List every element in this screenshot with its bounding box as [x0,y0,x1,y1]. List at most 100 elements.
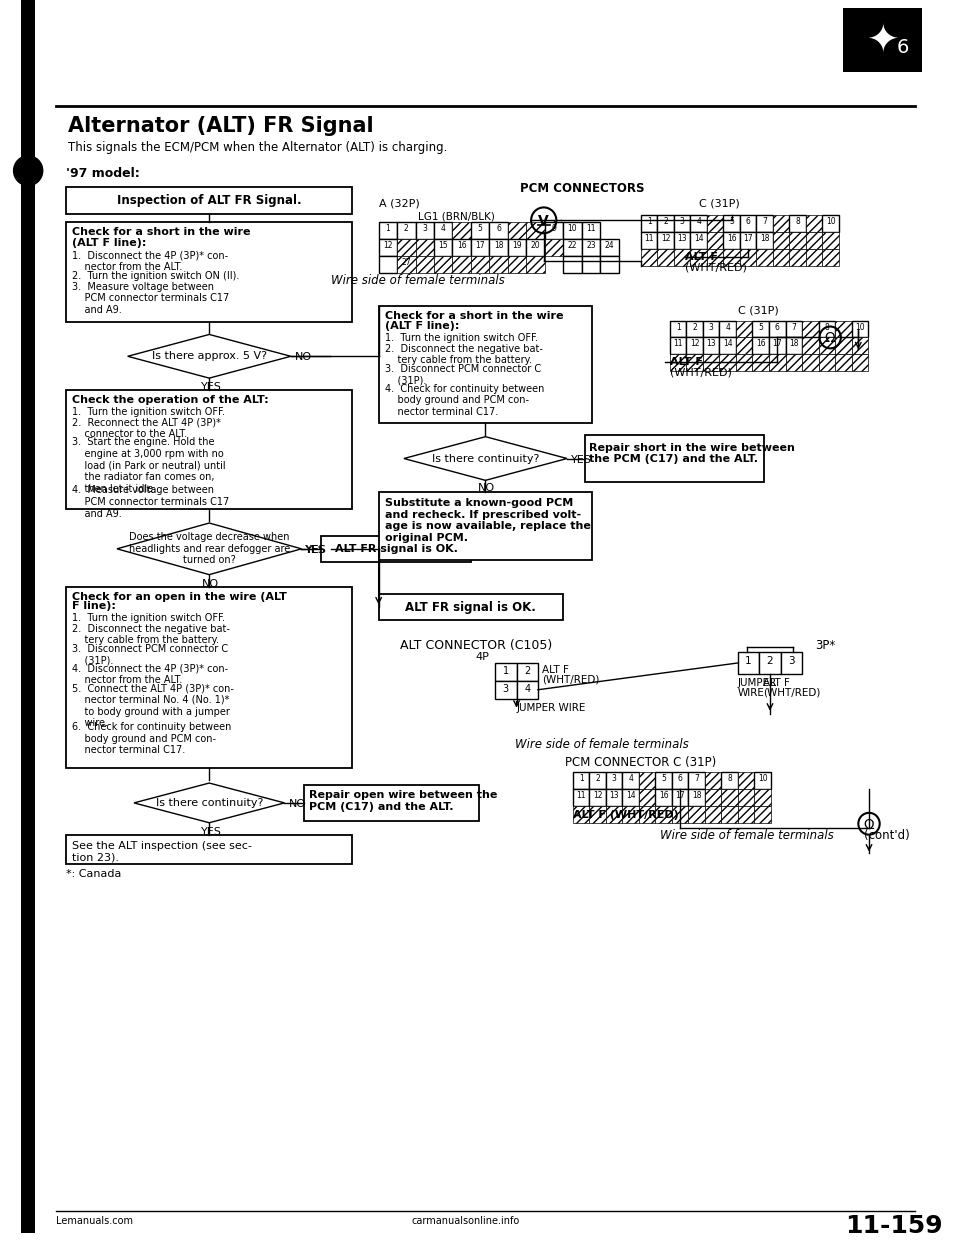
Bar [606,789,622,806]
Text: 11-159: 11-159 [845,1213,943,1238]
Text: PCM CONNECTORS: PCM CONNECTORS [520,181,645,195]
Bar [622,773,639,789]
Text: 3: 3 [680,217,684,226]
Text: 1.  Turn the ignition switch OFF.: 1. Turn the ignition switch OFF. [72,407,225,417]
Text: 3.  Start the engine. Hold the
    engine at 3,000 rpm with no
    load (in Park: 3. Start the engine. Hold the engine at … [72,437,226,493]
Text: 1.  Turn the ignition switch OFF.: 1. Turn the ignition switch OFF. [385,333,538,344]
Bar [639,806,656,822]
Bar [688,773,705,789]
Text: PCM CONNECTOR C (31P): PCM CONNECTOR C (31P) [565,756,716,769]
Bar [516,681,538,699]
Bar [656,806,672,822]
Bar [600,256,618,273]
Bar [582,240,600,256]
Bar [434,256,452,273]
Bar [703,320,719,338]
Bar [780,652,802,674]
Bar [753,338,769,354]
Bar [769,338,785,354]
Text: 18: 18 [493,241,503,250]
Bar [785,320,802,338]
Bar [690,215,707,232]
Text: 19: 19 [513,241,522,250]
Text: 10: 10 [567,225,577,233]
Text: 4: 4 [696,217,701,226]
Bar [703,338,719,354]
Bar [573,773,589,789]
Text: ✦: ✦ [866,22,899,61]
Bar [835,320,852,338]
Text: C (31P): C (31P) [699,199,740,209]
Polygon shape [117,523,301,575]
Bar [756,250,773,266]
Bar [622,789,639,806]
Text: Ω: Ω [864,817,875,832]
Bar [378,492,592,560]
Bar [452,222,471,240]
Bar [736,338,753,354]
Bar [397,222,416,240]
Bar [686,338,703,354]
Polygon shape [404,437,567,481]
Bar [573,806,589,822]
Bar [66,222,352,322]
Text: WIRE: WIRE [738,688,765,698]
Text: 4P: 4P [476,652,490,662]
Text: 3: 3 [612,774,616,784]
Text: 6: 6 [746,217,751,226]
Text: 20: 20 [531,241,540,250]
Text: 2: 2 [404,225,409,233]
Text: Check for an open in the wire (ALT: Check for an open in the wire (ALT [72,591,287,601]
Bar [508,256,526,273]
Bar [544,240,564,256]
Bar [823,250,839,266]
Bar [740,215,756,232]
Bar [670,338,686,354]
Text: 1.  Disconnect the 4P (3P)* con-
    nector from the ALT.: 1. Disconnect the 4P (3P)* con- nector f… [72,250,228,272]
Text: ALT FR signal is OK.: ALT FR signal is OK. [335,544,458,554]
Text: 9: 9 [551,225,557,233]
Bar [564,256,582,273]
Bar [656,789,672,806]
Text: 15: 15 [439,241,448,250]
Text: 18: 18 [760,235,769,243]
Bar [434,222,452,240]
Bar [495,681,516,699]
Text: 3: 3 [708,323,713,332]
Bar [641,232,658,250]
Bar [573,789,589,806]
Text: 11: 11 [674,339,683,349]
Bar [753,354,769,371]
Bar [690,232,707,250]
Text: 5: 5 [758,323,763,332]
Bar [688,789,705,806]
Text: Ω: Ω [825,332,835,345]
Bar [755,806,771,822]
Text: (WHT/RED): (WHT/RED) [763,688,821,698]
Bar [721,773,738,789]
Text: 18: 18 [692,791,702,800]
Bar [852,354,868,371]
Text: Wire side of female terminals: Wire side of female terminals [516,739,689,751]
Bar [21,0,35,1232]
Text: 7: 7 [762,217,767,226]
Text: 23: 23 [586,241,595,250]
Bar [773,250,789,266]
Text: Does the voltage decrease when
headlights and rear defogger are
turned on?: Does the voltage decrease when headlight… [129,533,290,565]
Text: ALT F: ALT F [670,358,703,368]
Bar [564,222,582,240]
Bar [740,250,756,266]
Bar [674,232,690,250]
Text: 24: 24 [605,241,614,250]
Bar [452,256,471,273]
Text: Check for a short in the wire: Check for a short in the wire [385,310,563,320]
Text: 14: 14 [626,791,636,800]
Bar [805,232,823,250]
Bar [589,806,606,822]
Text: YES: YES [306,545,327,555]
Text: 1: 1 [579,774,584,784]
Text: 27: 27 [401,258,411,267]
Bar [789,215,805,232]
Text: 1: 1 [386,225,391,233]
Text: 4: 4 [441,225,445,233]
